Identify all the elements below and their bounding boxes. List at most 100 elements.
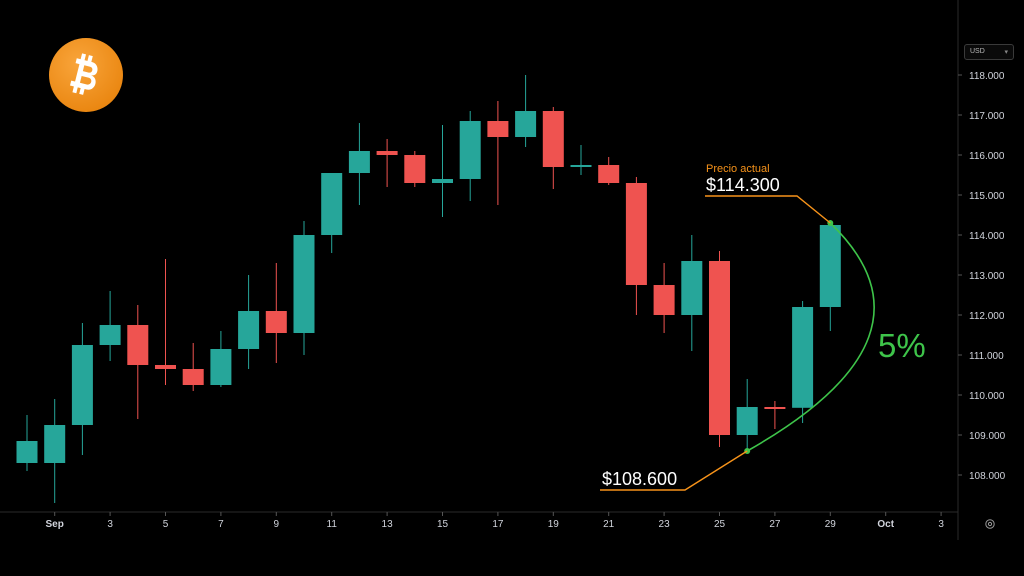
bitcoin-logo-icon [49, 38, 123, 112]
candle-body [155, 365, 176, 369]
candle-body [459, 121, 481, 179]
change-arc [746, 222, 875, 452]
candles [16, 75, 841, 503]
candle-body [404, 155, 426, 183]
y-tick-label: 116.000 [969, 151, 1005, 162]
candle [71, 323, 93, 455]
y-axis: 108.000 109.000 110.000 111.000 112.000 113.0… [957, 0, 1006, 540]
low-price-label: $108.600 [602, 469, 677, 489]
x-tick-label: 23 [659, 519, 671, 530]
currency-selector[interactable]: USD ▾ [964, 44, 1014, 60]
candle [819, 223, 841, 331]
candle [764, 401, 786, 429]
current-price-label: $114.300 [706, 175, 780, 195]
candle [210, 331, 232, 387]
y-tick-label: 111.000 [969, 351, 1004, 362]
candle [625, 177, 647, 315]
candle-body [44, 425, 66, 463]
candle [155, 259, 176, 385]
candle-body [348, 151, 370, 173]
candle-body [681, 261, 703, 315]
candle [44, 399, 66, 503]
candle-body [265, 311, 287, 333]
x-tick-label: 13 [382, 519, 394, 530]
y-tick-label: 109.000 [969, 431, 1006, 442]
candle [432, 125, 453, 217]
candle-body [16, 441, 38, 463]
x-tick-label: 17 [492, 519, 504, 530]
candle-body [736, 407, 758, 435]
candle-body [210, 349, 232, 385]
candle-body [819, 225, 841, 307]
y-tick-label: 117.000 [969, 111, 1005, 122]
candle [16, 415, 38, 471]
x-tick-label: 11 [327, 519, 338, 530]
x-tick-label: 9 [274, 519, 280, 530]
candle-body [598, 165, 620, 183]
candle [127, 305, 149, 419]
y-tick-label: 112.000 [969, 311, 1005, 322]
y-tick-label: 108.000 [969, 471, 1006, 482]
candle [293, 221, 315, 355]
candle-body [515, 111, 537, 137]
y-tick-label: 110.000 [969, 391, 1005, 402]
candle [238, 275, 260, 369]
x-axis: Sep 3 5 7 9 11 13 15 17 19 21 23 25 27 29 Oct 3 [0, 511, 958, 530]
candle [99, 291, 121, 361]
settings-icon[interactable] [984, 518, 996, 530]
candle-body [487, 121, 509, 137]
y-tick-label: 118.000 [969, 71, 1005, 82]
candle [792, 301, 814, 423]
candle-body [432, 179, 453, 183]
candle-body [127, 325, 149, 365]
candle [681, 235, 703, 351]
x-tick-label: Oct [877, 519, 894, 530]
x-tick-label: 3 [107, 519, 113, 530]
candle-body [542, 111, 564, 167]
x-tick-label: 29 [825, 519, 837, 530]
y-tick-label: 113.000 [969, 271, 1005, 282]
candle-body [182, 369, 204, 385]
candle [542, 107, 564, 189]
candle [653, 263, 675, 333]
current-price-caption: Precio actual [706, 163, 770, 175]
candle-body [71, 345, 93, 425]
y-tick-label: 115.000 [969, 191, 1005, 202]
x-tick-label: 21 [603, 519, 615, 530]
x-tick-label: Sep [46, 519, 64, 530]
candle [459, 111, 481, 201]
caret-down-icon: ▾ [1004, 49, 1008, 56]
candle [709, 251, 730, 447]
candle-body [792, 307, 814, 408]
x-tick-label: 7 [218, 519, 224, 530]
candle-body [238, 311, 260, 349]
candle [265, 263, 287, 363]
candle-body [321, 173, 343, 235]
candle-body [709, 261, 730, 435]
candle [598, 157, 620, 185]
candle-body [293, 235, 315, 333]
candle [570, 145, 592, 175]
candle [182, 343, 204, 391]
x-tick-label: 25 [714, 519, 726, 530]
candle [515, 75, 537, 147]
change-percent-label: 5% [878, 327, 926, 364]
candle [487, 101, 509, 205]
x-tick-label: 27 [769, 519, 781, 530]
candle-body [625, 183, 647, 285]
candle-body [764, 407, 786, 409]
candle-body [99, 325, 121, 345]
x-tick-label: 19 [548, 519, 560, 530]
current-price-leader [705, 195, 831, 224]
candle [376, 139, 398, 187]
x-tick-label: 5 [163, 519, 169, 530]
candle [404, 151, 426, 187]
candle [736, 379, 758, 449]
candle-body [570, 165, 592, 167]
candle-body [653, 285, 675, 315]
candle [321, 173, 343, 253]
x-tick-label: 3 [938, 519, 944, 530]
candle [348, 123, 370, 205]
